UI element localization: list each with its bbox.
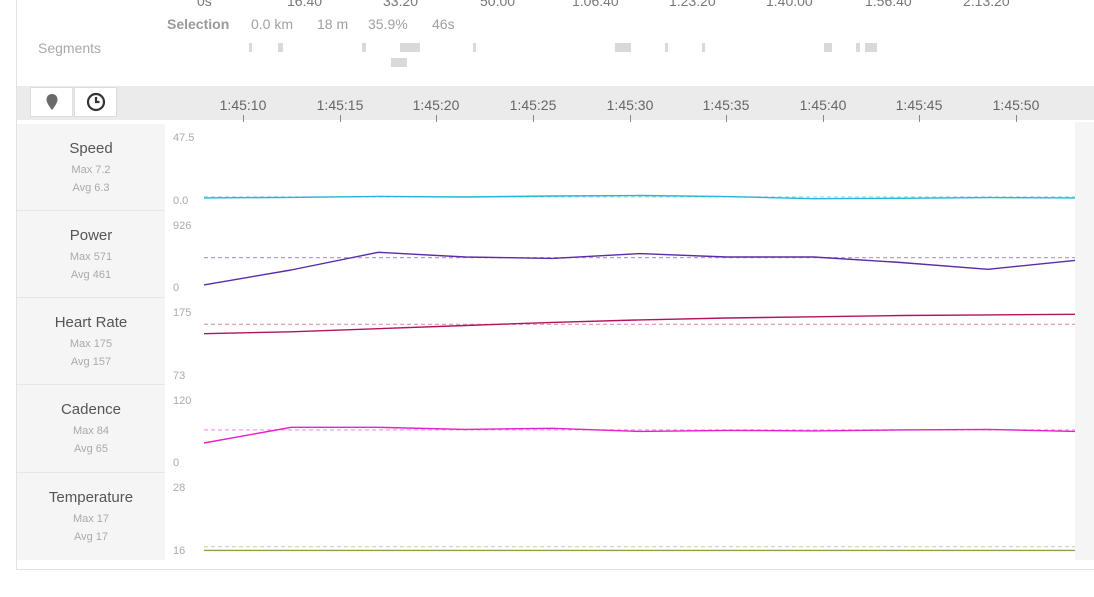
time-tick-mark [1016, 115, 1017, 122]
series-line-cadence[interactable] [203, 426, 1076, 444]
metric-avg: Avg 461 [70, 269, 112, 281]
selection-percent: 35.9% [368, 16, 408, 32]
metric-max: Max 84 [72, 425, 110, 437]
segments-label: Segments [38, 40, 102, 56]
overview-tick-label: 50:00 [480, 0, 516, 9]
time-tick-label: 1:45:35 [702, 97, 750, 113]
series-line-speed[interactable] [203, 194, 1076, 200]
segment-bar[interactable] [278, 43, 283, 52]
segment-bar[interactable] [824, 43, 832, 52]
metric-row-power: Power Max 571 Avg 461 926 0 [17, 211, 1094, 298]
time-tick-label: 1:45:20 [412, 97, 460, 113]
y-axis-min-label: 0 [173, 457, 180, 469]
metric-name: Heart Rate [54, 314, 128, 331]
overview-tick-label: 1:23:20 [669, 0, 716, 9]
metric-row-cadence: Cadence Max 84 Avg 65 120 0 [17, 385, 1094, 473]
time-tick-label: 1:45:50 [992, 97, 1040, 113]
y-axis-max-label: 28 [173, 482, 186, 494]
series-line-heart-rate[interactable] [203, 313, 1076, 335]
metric-label-panel: Power Max 571 Avg 461 [17, 211, 165, 298]
segment-bar[interactable] [473, 43, 476, 52]
time-tick-mark [630, 115, 631, 122]
segment-bar[interactable] [391, 58, 407, 67]
y-axis-max-label: 175 [173, 307, 192, 319]
segment-bar[interactable] [665, 43, 668, 52]
time-toggle-button[interactable] [74, 87, 117, 117]
time-axis-bar [17, 86, 1094, 120]
metric-name: Speed [69, 140, 113, 157]
time-tick-label: 1:45:15 [316, 97, 364, 113]
selection-elevation: 18 m [317, 16, 349, 32]
time-tick-label: 1:45:10 [219, 97, 267, 113]
time-tick-label: 1:45:30 [606, 97, 654, 113]
time-tick-mark [919, 115, 920, 122]
chart-right-margin [1075, 122, 1094, 560]
segment-bar[interactable] [856, 43, 860, 52]
metric-name: Power [69, 227, 113, 244]
overview-tick-label: 0s [197, 0, 212, 9]
y-axis-min-label: 16 [173, 545, 186, 557]
segment-bar[interactable] [249, 43, 252, 52]
time-tick-label: 1:45:45 [895, 97, 943, 113]
overview-tick-label: 33:20 [383, 0, 419, 9]
y-axis-min-label: 0.0 [173, 195, 189, 207]
segment-bar[interactable] [865, 43, 877, 52]
clock-icon [86, 92, 105, 112]
metric-max: Max 571 [69, 251, 113, 263]
map-pin-icon [46, 94, 57, 110]
y-axis-max-label: 120 [173, 395, 192, 407]
overview-tick-label: 16:40 [287, 0, 323, 9]
metric-row-speed: Speed Max 7.2 Avg 6.3 47.5 0.0 [17, 124, 1094, 211]
time-tick-mark [726, 115, 727, 122]
y-axis-min-label: 0 [173, 282, 180, 294]
y-axis-max-label: 926 [173, 220, 192, 232]
time-tick-mark [436, 115, 437, 122]
time-tick-mark [533, 115, 534, 122]
metric-label-panel: Temperature Max 17 Avg 17 [17, 473, 165, 560]
segment-bar[interactable] [615, 43, 631, 52]
time-tick-mark [823, 115, 824, 122]
metric-avg: Avg 17 [73, 531, 109, 543]
metric-max: Max 175 [69, 338, 113, 350]
metric-max: Max 17 [72, 513, 110, 525]
y-axis-max-label: 47.5 [173, 132, 195, 144]
metric-avg: Avg 65 [73, 443, 109, 455]
series-line-power[interactable] [203, 251, 1076, 286]
segment-bar[interactable] [362, 43, 366, 52]
metric-label-panel: Heart Rate Max 175 Avg 157 [17, 298, 165, 385]
time-tick-label: 1:45:40 [799, 97, 847, 113]
segment-bar[interactable] [702, 43, 705, 52]
metric-name: Temperature [48, 489, 134, 506]
metric-avg: Avg 6.3 [72, 182, 110, 194]
metric-name: Cadence [60, 401, 122, 418]
time-tick-label: 1:45:25 [509, 97, 557, 113]
time-tick-mark [243, 115, 244, 122]
map-toggle-button[interactable] [30, 87, 73, 117]
metric-row-heart-rate: Heart Rate Max 175 Avg 157 175 73 [17, 298, 1094, 385]
metric-avg: Avg 157 [70, 356, 112, 368]
selection-distance: 0.0 km [251, 16, 294, 32]
overview-tick-label: 1:40:00 [766, 0, 813, 9]
metric-max: Max 7.2 [71, 164, 111, 176]
selection-label: Selection [167, 16, 230, 32]
metric-row-temperature: Temperature Max 17 Avg 17 28 16 [17, 473, 1094, 560]
metric-label-panel: Cadence Max 84 Avg 65 [17, 385, 165, 473]
overview-tick-label: 1:06:40 [572, 0, 619, 9]
activity-panel [16, 0, 1094, 570]
metric-label-panel: Speed Max 7.2 Avg 6.3 [17, 124, 165, 211]
overview-tick-label: 1:56:40 [865, 0, 912, 9]
segment-bar[interactable] [400, 43, 420, 52]
y-axis-min-label: 73 [173, 370, 186, 382]
overview-tick-label: 2:13:20 [963, 0, 1010, 9]
selection-duration: 46s [432, 16, 455, 32]
time-tick-mark [340, 115, 341, 122]
